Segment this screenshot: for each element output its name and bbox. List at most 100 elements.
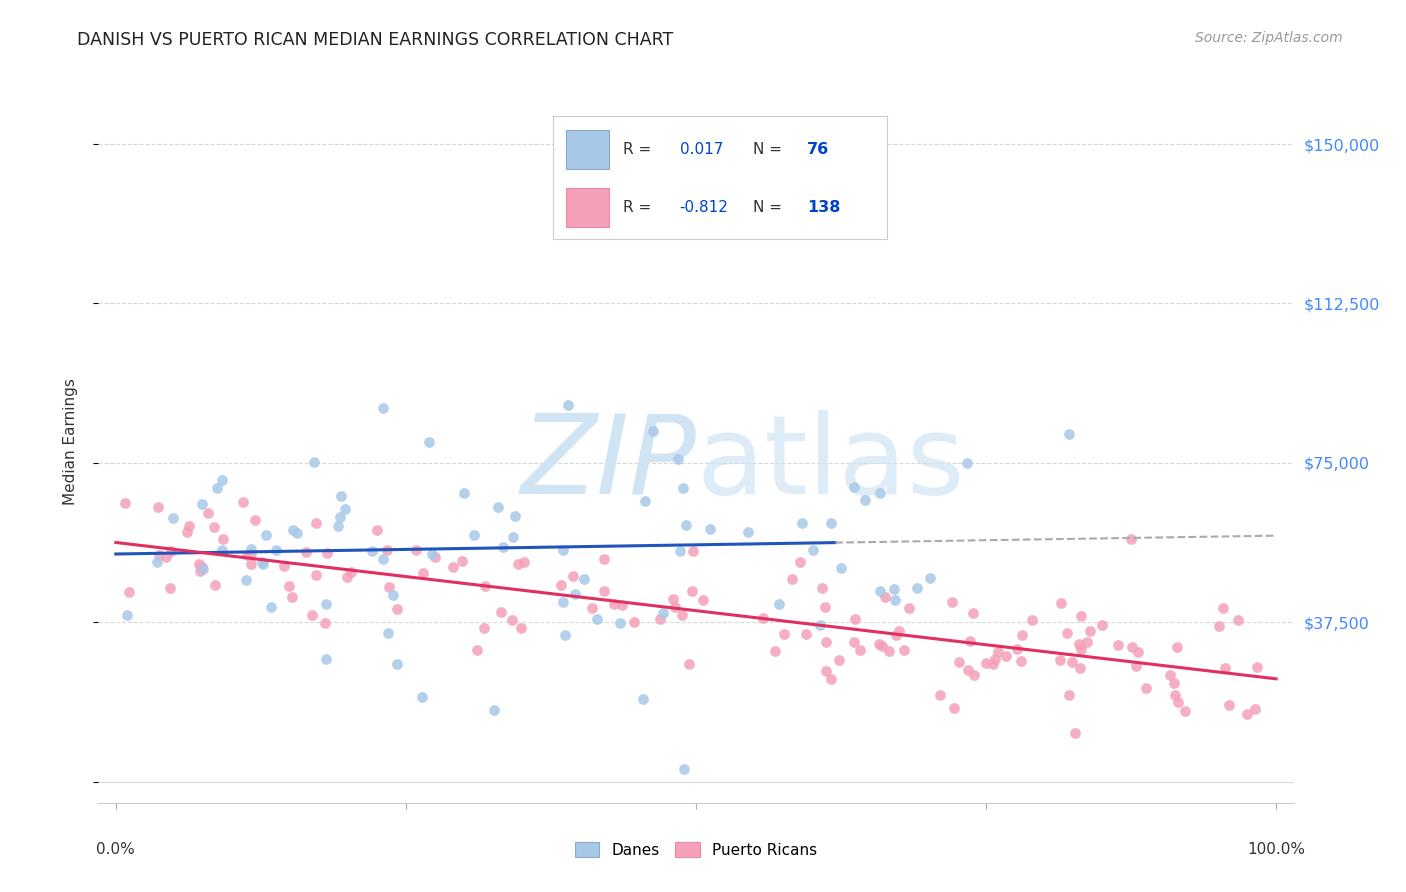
Point bbox=[884, 593, 907, 607]
Point bbox=[451, 553, 474, 567]
Point bbox=[887, 624, 910, 639]
Point bbox=[868, 637, 890, 651]
Point bbox=[551, 595, 574, 609]
Point bbox=[872, 639, 894, 653]
Point bbox=[1166, 640, 1188, 654]
Point bbox=[377, 580, 399, 594]
Point bbox=[405, 543, 427, 558]
Point bbox=[681, 584, 703, 599]
Point bbox=[737, 525, 759, 540]
Point bbox=[1056, 625, 1078, 640]
Point bbox=[502, 530, 524, 544]
Point bbox=[371, 552, 394, 566]
Point bbox=[652, 606, 675, 620]
Point bbox=[562, 568, 585, 582]
Point bbox=[148, 548, 170, 562]
Point bbox=[335, 502, 357, 516]
Point bbox=[160, 544, 183, 558]
Point bbox=[453, 485, 475, 500]
Point bbox=[503, 509, 526, 524]
Legend: Danes, Puerto Ricans: Danes, Puerto Ricans bbox=[569, 836, 823, 863]
Point bbox=[177, 519, 200, 533]
Point bbox=[245, 513, 267, 527]
Point bbox=[188, 564, 211, 578]
Point bbox=[830, 561, 852, 575]
Point bbox=[260, 599, 283, 614]
Point bbox=[664, 600, 686, 615]
Point bbox=[648, 612, 671, 626]
Point bbox=[814, 665, 837, 679]
Point bbox=[197, 507, 219, 521]
Point bbox=[232, 495, 254, 509]
Point bbox=[235, 573, 257, 587]
Text: Source: ZipAtlas.com: Source: ZipAtlas.com bbox=[1195, 31, 1343, 45]
Point bbox=[808, 618, 831, 632]
Point bbox=[1021, 613, 1043, 627]
Point bbox=[1063, 726, 1085, 740]
Point bbox=[941, 595, 963, 609]
Point bbox=[1091, 617, 1114, 632]
Point bbox=[1069, 661, 1091, 675]
Point bbox=[1119, 533, 1142, 547]
Point bbox=[820, 516, 842, 530]
Point bbox=[385, 601, 408, 615]
Point bbox=[418, 434, 440, 449]
Point bbox=[827, 653, 849, 667]
Point bbox=[1011, 628, 1033, 642]
Point bbox=[117, 607, 139, 622]
Point bbox=[336, 570, 359, 584]
Point bbox=[252, 557, 274, 571]
Point bbox=[281, 590, 304, 604]
Point bbox=[277, 579, 299, 593]
Point bbox=[585, 612, 607, 626]
Point bbox=[330, 489, 353, 503]
Point bbox=[956, 456, 979, 470]
Point bbox=[633, 691, 655, 706]
Point bbox=[849, 642, 872, 657]
Point bbox=[610, 599, 633, 613]
Text: 0.0%: 0.0% bbox=[97, 842, 135, 856]
Point bbox=[675, 518, 697, 533]
Point bbox=[492, 540, 515, 554]
Point bbox=[820, 672, 842, 686]
Point bbox=[240, 557, 263, 571]
Point bbox=[148, 500, 170, 515]
Point bbox=[1164, 688, 1187, 702]
Point bbox=[1005, 641, 1028, 656]
Point bbox=[425, 549, 447, 564]
Point bbox=[145, 555, 167, 569]
Point bbox=[191, 560, 214, 574]
Point bbox=[572, 572, 595, 586]
Point bbox=[211, 543, 233, 558]
Point bbox=[593, 583, 616, 598]
Point bbox=[905, 581, 928, 595]
Point bbox=[1121, 640, 1143, 654]
Point bbox=[794, 627, 817, 641]
Point bbox=[118, 584, 141, 599]
Point bbox=[814, 635, 837, 649]
Point bbox=[1067, 637, 1090, 651]
Point bbox=[162, 511, 184, 525]
Point bbox=[1213, 661, 1236, 675]
Point bbox=[810, 581, 832, 595]
Point bbox=[789, 556, 811, 570]
Point bbox=[1135, 681, 1157, 695]
Point bbox=[873, 591, 896, 605]
Point bbox=[682, 543, 704, 558]
Point bbox=[877, 643, 900, 657]
Point bbox=[801, 543, 824, 558]
Point bbox=[114, 496, 136, 510]
Point bbox=[1246, 660, 1268, 674]
Point bbox=[1060, 655, 1083, 669]
Point bbox=[305, 568, 328, 582]
Point bbox=[411, 690, 433, 704]
Point bbox=[581, 600, 603, 615]
Point bbox=[666, 451, 689, 466]
Point bbox=[550, 578, 572, 592]
Point bbox=[1174, 704, 1197, 718]
Point bbox=[1227, 613, 1250, 627]
Point bbox=[176, 525, 198, 540]
Point bbox=[315, 597, 337, 611]
Point bbox=[1057, 427, 1080, 442]
Point bbox=[301, 608, 323, 623]
